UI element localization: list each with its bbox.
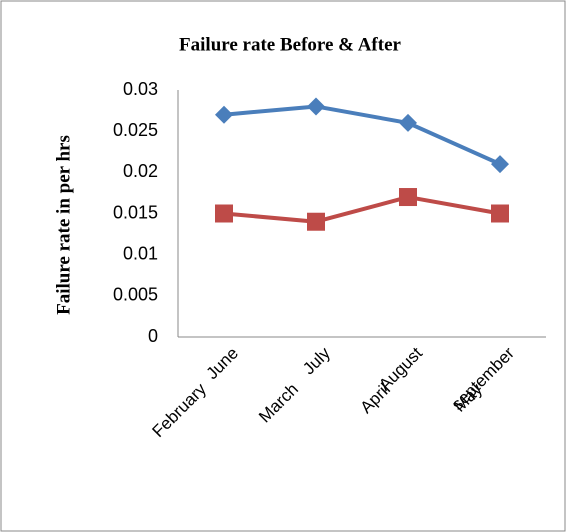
marker	[307, 97, 325, 116]
y-tick-label: 0.005	[113, 285, 158, 305]
marker	[399, 113, 417, 132]
series-line	[223, 195, 501, 224]
marker	[491, 204, 509, 223]
y-tick-label: 0.02	[123, 161, 158, 181]
y-tick-label: 0	[148, 326, 158, 346]
y-tick-label: 0.01	[123, 243, 158, 263]
y-tick-label: 0.015	[113, 202, 158, 222]
y-tick-label: 0.03	[123, 79, 158, 99]
marker	[491, 155, 509, 174]
marker	[307, 212, 325, 231]
series-line	[223, 104, 501, 166]
y-axis-label: Failure rate in per hrs	[53, 135, 74, 315]
chart-title: Failure rate Before & After	[179, 34, 401, 55]
marker	[215, 105, 233, 124]
y-tick-label: 0.025	[113, 120, 158, 140]
marker	[399, 188, 417, 207]
marker	[215, 204, 233, 223]
